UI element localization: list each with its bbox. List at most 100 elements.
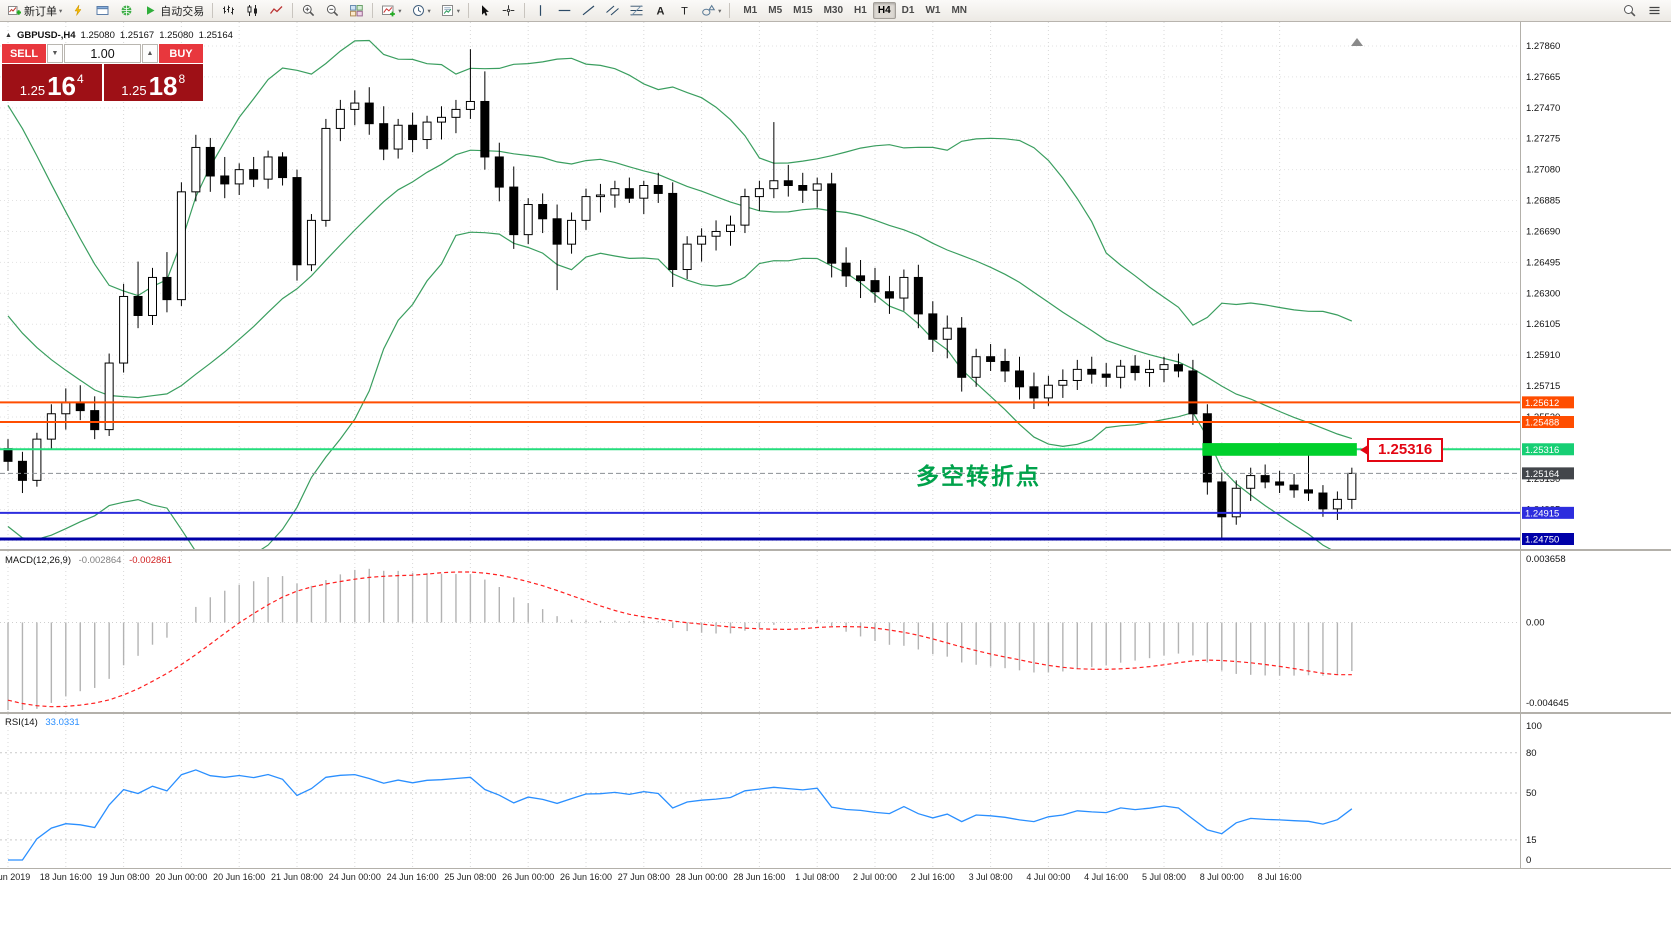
panel-divider[interactable] <box>0 549 1671 551</box>
fibonacci-button[interactable] <box>625 1 648 20</box>
crosshair-button[interactable] <box>497 1 520 20</box>
candles-layer <box>3 49 1357 540</box>
toolbar: 新订单 ▾ 自动交易 ▾ ▾ ▾ A T ▾ M1 M5 M15 M30 H1 H4 D1 W1 MN <box>0 0 1671 22</box>
vline-button[interactable] <box>529 1 552 20</box>
price-chart[interactable]: 1.27860 1.27665 1.27470 1.27275 1.27080 1.268… <box>0 22 1671 549</box>
toolbar-separator <box>729 3 731 18</box>
macd-panel[interactable]: 0.003658 0.00 -0.004645 <box>0 551 1671 712</box>
high-value: 1.25167 <box>119 30 155 41</box>
time-label: 8 Jun 2019 <box>0 872 31 882</box>
text-tool-button[interactable]: A <box>649 1 672 20</box>
crosshair-icon <box>501 4 516 17</box>
time-label: 5 Jul 08:00 <box>1141 872 1187 882</box>
templates-button[interactable]: ▾ <box>436 1 464 20</box>
price-tag-label: 1.25612 <box>1525 398 1559 409</box>
cursor-button[interactable] <box>473 1 496 20</box>
tile-windows-button[interactable] <box>345 1 368 20</box>
line-chart-button[interactable] <box>265 1 288 20</box>
lot-decrease-button[interactable]: ▼ <box>47 44 63 63</box>
zoom-out-button[interactable] <box>321 1 344 20</box>
shapes-button[interactable]: ▾ <box>697 1 725 20</box>
time-label: 20 Jun 16:00 <box>213 872 266 882</box>
panel-divider[interactable] <box>0 712 1671 714</box>
symbol-marker-icon: ▲ <box>5 32 12 39</box>
buy-price-button[interactable]: 1.25 18 8 <box>103 64 203 101</box>
channel-button[interactable] <box>601 1 624 20</box>
timeframe-mn[interactable]: MN <box>951 5 967 16</box>
timeframe-m15[interactable]: M15 <box>793 5 813 16</box>
time-label: 19 Jun 08:00 <box>97 872 150 882</box>
toolbar-right-group <box>1618 1 1668 20</box>
price-callout-label[interactable]: 1.25316 <box>1360 438 1444 462</box>
timeframe-h4[interactable]: H4 <box>872 2 896 19</box>
grid-layer <box>0 22 1520 549</box>
price-axis-label: 1.26495 <box>1526 257 1560 268</box>
chart-shift-marker-icon[interactable] <box>1351 38 1363 46</box>
community-button[interactable] <box>115 1 138 20</box>
zoom-in-button[interactable] <box>297 1 320 20</box>
periods-button[interactable]: ▾ <box>407 1 435 20</box>
bar-chart-button[interactable] <box>217 1 240 20</box>
time-label: 27 Jun 08:00 <box>617 872 670 882</box>
price-axis-label: 1.25910 <box>1526 350 1560 361</box>
lot-increase-button[interactable]: ▲ <box>142 44 158 63</box>
price-tag-label: 1.25316 <box>1525 445 1559 456</box>
timeframe-w1[interactable]: W1 <box>925 5 941 16</box>
sell-button[interactable]: SELL <box>2 44 46 63</box>
highlight-band[interactable] <box>1202 443 1357 456</box>
lot-size-input[interactable]: 1.00 <box>64 44 141 63</box>
time-label: 21 Jun 08:00 <box>270 872 324 882</box>
time-label: 28 Jun 00:00 <box>675 872 728 882</box>
price-tag-label: 1.24915 <box>1525 508 1559 519</box>
macd-axis-label: 0.003658 <box>1526 554 1566 565</box>
time-label: 24 Jun 00:00 <box>328 872 381 882</box>
price-tag-label: 1.25164 <box>1525 469 1559 480</box>
label-tool-button[interactable]: T <box>673 1 696 20</box>
price-axis-label: 1.27860 <box>1526 41 1560 52</box>
sell-price-button[interactable]: 1.25 16 4 <box>2 64 102 101</box>
market-order-button[interactable] <box>67 1 90 20</box>
candlestick-button[interactable] <box>241 1 264 20</box>
window-icon <box>95 4 110 17</box>
price-axis-label: 1.27470 <box>1526 103 1560 114</box>
time-label: 4 Jul 16:00 <box>1084 872 1129 882</box>
buy-button[interactable]: BUY <box>159 44 203 63</box>
timeframe-m1[interactable]: M1 <box>743 5 758 16</box>
callout-arrow-icon <box>1360 445 1368 455</box>
time-label: 25 Jun 08:00 <box>444 872 497 882</box>
time-label: 28 Jun 16:00 <box>733 872 786 882</box>
price-axis-label: 1.26885 <box>1526 196 1560 207</box>
macd-name: MACD(12,26,9) <box>5 555 71 566</box>
low-value: 1.25080 <box>159 30 194 41</box>
time-label: 26 Jun 16:00 <box>559 872 613 882</box>
zoom-out-icon <box>325 4 340 17</box>
sell-price-pips: 16 <box>47 70 77 101</box>
open-value: 1.25080 <box>80 30 115 41</box>
hline-button[interactable] <box>553 1 576 20</box>
new-order-button[interactable]: 新订单 ▾ <box>3 1 66 20</box>
auto-trading-button[interactable]: 自动交易 <box>139 1 208 20</box>
time-label: 24 Jun 16:00 <box>386 872 439 882</box>
price-tag <box>1522 467 1574 480</box>
indicators-button[interactable]: ▾ <box>377 1 405 20</box>
buy-price-pips: 18 <box>148 70 178 101</box>
search-button[interactable] <box>1618 1 1641 20</box>
timeframe-m30[interactable]: M30 <box>823 5 844 16</box>
toolbar-separator <box>372 3 374 18</box>
timeframe-h1[interactable]: H1 <box>854 5 867 16</box>
price-axis-label: 1.26300 <box>1526 288 1560 299</box>
new-order-button-label: 新订单 <box>24 5 57 18</box>
chart-window-button[interactable] <box>91 1 114 20</box>
timeframe-d1[interactable]: D1 <box>901 5 915 16</box>
toolbar-separator <box>212 3 214 18</box>
dropdown-caret-icon: ▾ <box>427 7 431 15</box>
panel-divider <box>0 868 1671 869</box>
trendline-button[interactable] <box>577 1 600 20</box>
svg-text:A: A <box>657 6 665 18</box>
rsi-panel[interactable]: 100 80 50 15 0 <box>0 714 1671 868</box>
dropdown-caret-icon: ▾ <box>718 7 722 15</box>
horizontal-lines[interactable] <box>0 401 1520 541</box>
price-axis-label: 1.27665 <box>1526 72 1560 83</box>
menu-button[interactable] <box>1643 1 1666 20</box>
timeframe-m5[interactable]: M5 <box>768 5 783 16</box>
